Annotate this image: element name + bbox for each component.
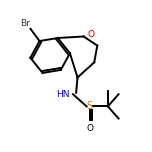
Text: HN: HN (56, 90, 70, 99)
Text: Br: Br (20, 19, 30, 28)
Text: O: O (86, 124, 93, 133)
Text: S: S (87, 101, 93, 111)
Text: O: O (87, 30, 94, 40)
